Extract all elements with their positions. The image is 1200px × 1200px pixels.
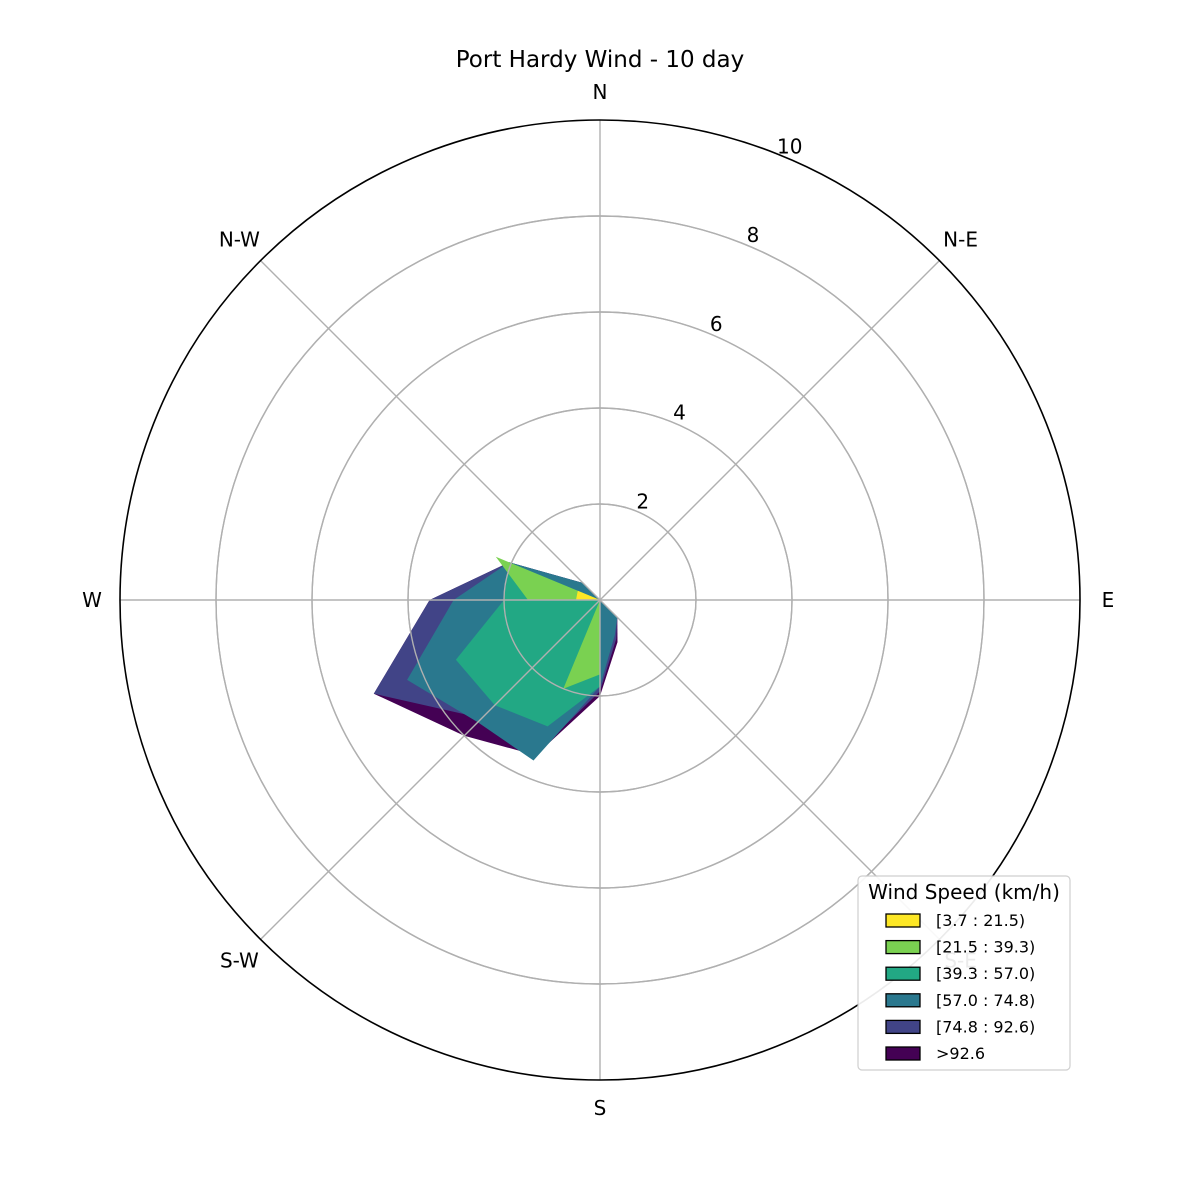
area-series-2: [455, 562, 600, 727]
radial-tick-6: 6: [710, 312, 723, 336]
legend: Wind Speed (km/h) [3.7 : 21.5) [21.5 : 39…: [857, 875, 1071, 1071]
direction-label-e: E: [1102, 588, 1115, 612]
legend-label-0: [3.7 : 21.5): [936, 911, 1025, 930]
radial-tick-2: 2: [636, 489, 649, 513]
area-series-0: [576, 590, 600, 600]
radial-tick-8: 8: [747, 223, 760, 247]
direction-label-n-w: N-W: [219, 227, 260, 251]
direction-label-w: W: [82, 588, 102, 612]
radial-tick-labels: 2 4 6 8 10: [636, 135, 802, 514]
direction-label-s: S: [594, 1096, 607, 1120]
spoke-s-w: [260, 599, 601, 940]
direction-label-s-w: S-W: [220, 949, 259, 973]
radial-tick-4: 4: [673, 401, 686, 425]
polar-frame: [119, 119, 1081, 1081]
legend-swatch-0: [885, 913, 921, 928]
grid-circle-overlay-8: [215, 215, 985, 985]
direction-label-n-e: N-E: [943, 227, 978, 251]
radial-tick-10: 10: [777, 135, 802, 159]
chart-title: Port Hardy Wind - 10 day: [456, 47, 744, 73]
legend-label-5: >92.6: [936, 1044, 985, 1063]
direction-labels: NN-EES-ESS-WWN-W: [82, 80, 1114, 1120]
legend-swatch-1: [885, 939, 921, 955]
legend-label-4: [74.8 : 92.6): [936, 1017, 1035, 1036]
area-series-1: [495, 556, 600, 689]
spoke-n-w: [260, 260, 601, 601]
legend-swatch-4: [885, 1019, 921, 1035]
legend-swatch-3: [885, 993, 921, 1008]
legend-label-1: [21.5 : 39.3): [936, 938, 1035, 957]
grid-circle-overlay-4: [407, 407, 793, 793]
legend-label-3: [57.0 : 74.8): [936, 991, 1035, 1010]
legend-swatch-5: [885, 1046, 921, 1061]
legend-items: [3.7 : 21.5) [21.5 : 39.3) [39.3 : 57.0) [5…: [885, 911, 1035, 1063]
grid-circle-overlay-2: [503, 503, 697, 697]
spoke-n-e: [599, 260, 940, 601]
grid-circle-overlay-6: [311, 311, 889, 889]
legend-swatch-2: [885, 966, 921, 981]
legend-label-2: [39.3 : 57.0): [936, 964, 1035, 983]
direction-label-n: N: [593, 80, 608, 104]
windrose-areas: [373, 556, 618, 761]
legend-title: Wind Speed (km/h): [868, 880, 1060, 904]
